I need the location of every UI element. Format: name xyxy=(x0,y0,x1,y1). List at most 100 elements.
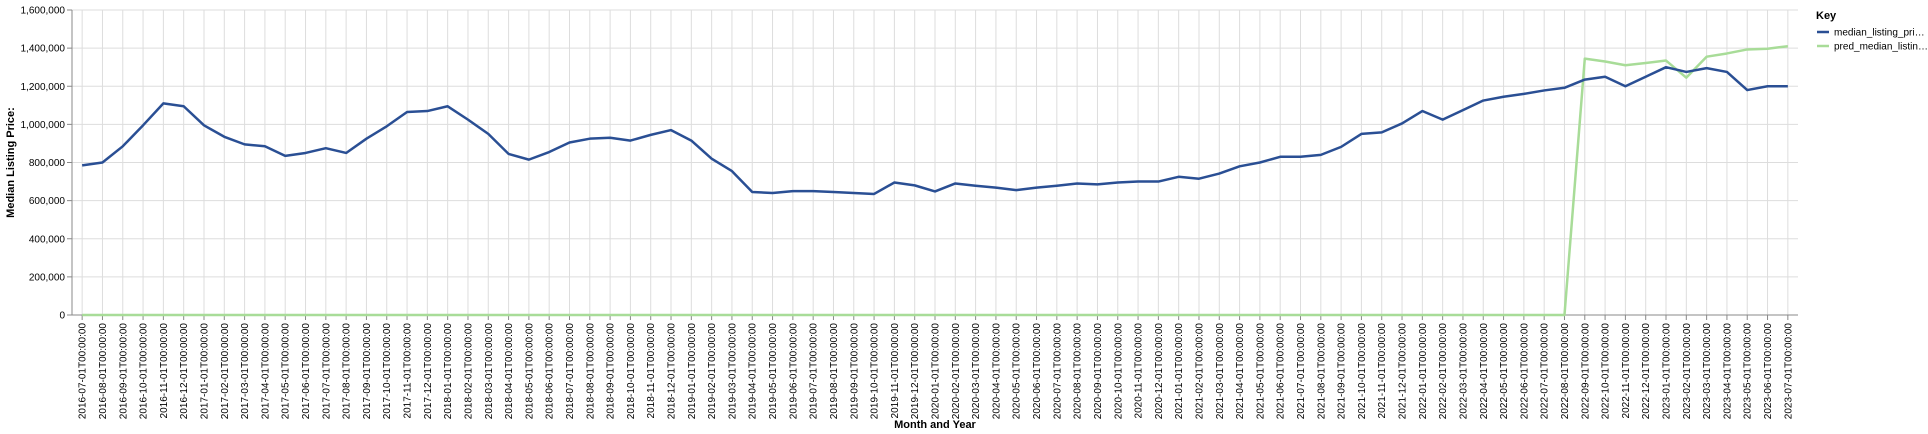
x-tick-label: 2023-02-01T00:00:00 xyxy=(1682,323,1693,420)
x-tick-label: 2017-06-01T00:00:00 xyxy=(301,323,312,420)
y-tick-label: 1,400,000 xyxy=(21,44,66,55)
x-tick-label: 2017-02-01T00:00:00 xyxy=(220,323,231,420)
x-tick-label: 2018-06-01T00:00:00 xyxy=(545,323,556,420)
series-layer xyxy=(81,44,1789,317)
x-tick-label: 2019-02-01T00:00:00 xyxy=(707,323,718,420)
x-tick-label: 2019-11-01T00:00:00 xyxy=(890,323,901,419)
x-tick-label: 2017-11-01T00:00:00 xyxy=(403,323,414,419)
x-tick-label: 2016-08-01T00:00:00 xyxy=(98,323,109,420)
x-tick-label: 2021-06-01T00:00:00 xyxy=(1276,323,1287,420)
x-tick-label: 2019-05-01T00:00:00 xyxy=(768,323,779,420)
y-tick-label: 1,000,000 xyxy=(21,120,66,131)
x-tick-label: 2020-08-01T00:00:00 xyxy=(1073,323,1084,420)
y-tick-label: 800,000 xyxy=(29,158,66,169)
y-tick-label: 0 xyxy=(59,311,65,322)
x-tick-label: 2016-10-01T00:00:00 xyxy=(139,323,150,420)
x-tick-label: 2019-03-01T00:00:00 xyxy=(727,323,738,420)
x-tick-label: 2022-06-01T00:00:00 xyxy=(1519,323,1530,420)
series-line-1 xyxy=(82,44,1789,317)
x-tick-label: 2021-04-01T00:00:00 xyxy=(1235,323,1246,420)
x-tick-label: 2017-01-01T00:00:00 xyxy=(199,323,210,420)
x-tick-label: 2018-07-01T00:00:00 xyxy=(565,323,576,420)
x-tick-label: 2023-07-01T00:00:00 xyxy=(1783,323,1794,420)
y-tick-label: 400,000 xyxy=(29,234,66,245)
legend-label-1: pred_median_listin… xyxy=(1834,42,1928,53)
x-tick-label: 2022-02-01T00:00:00 xyxy=(1438,323,1449,420)
x-tick-label: 2020-04-01T00:00:00 xyxy=(991,323,1002,420)
x-tick-label: 2022-04-01T00:00:00 xyxy=(1479,323,1490,420)
x-tick-label: 2017-04-01T00:00:00 xyxy=(260,323,271,420)
y-tick-label: 200,000 xyxy=(29,272,66,283)
x-tick-label: 2019-09-01T00:00:00 xyxy=(849,323,860,420)
grid-lines xyxy=(72,9,1798,316)
x-tick-label: 2017-08-01T00:00:00 xyxy=(342,323,353,420)
x-tick-label: 2023-06-01T00:00:00 xyxy=(1763,323,1774,420)
x-tick-label: 2020-01-01T00:00:00 xyxy=(931,323,942,420)
x-tick-label: 2018-11-01T00:00:00 xyxy=(646,323,657,419)
x-tick-label: 2019-06-01T00:00:00 xyxy=(788,323,799,420)
series-line-0 xyxy=(81,65,1788,196)
x-axis: 2016-07-01T00:00:00 2016-08-01T00:00:00 20… xyxy=(72,314,1798,420)
x-tick-label: 2021-09-01T00:00:00 xyxy=(1337,323,1348,420)
x-tick-label: 2021-12-01T00:00:00 xyxy=(1398,323,1409,420)
x-tick-label: 2017-09-01T00:00:00 xyxy=(362,323,373,420)
x-tick-label: 2020-02-01T00:00:00 xyxy=(951,323,962,420)
x-tick-label: 2017-05-01T00:00:00 xyxy=(281,323,292,420)
x-tick-label: 2019-12-01T00:00:00 xyxy=(910,323,921,420)
x-tick-label: 2019-07-01T00:00:00 xyxy=(809,323,820,420)
x-tick-label: 2021-03-01T00:00:00 xyxy=(1215,323,1226,420)
x-tick-label: 2023-04-01T00:00:00 xyxy=(1722,323,1733,420)
x-tick-label: 2018-01-01T00:00:00 xyxy=(443,323,454,420)
x-tick-label: 2019-08-01T00:00:00 xyxy=(829,323,840,420)
x-tick-label: 2022-05-01T00:00:00 xyxy=(1499,323,1510,420)
x-tick-label: 2019-01-01T00:00:00 xyxy=(687,323,698,420)
x-tick-label: 2016-09-01T00:00:00 xyxy=(118,323,129,420)
x-tick-label: 2019-04-01T00:00:00 xyxy=(748,323,759,420)
x-tick-label: 2021-05-01T00:00:00 xyxy=(1255,323,1266,420)
x-tick-label: 2020-03-01T00:00:00 xyxy=(971,323,982,420)
x-tick-label: 2021-08-01T00:00:00 xyxy=(1316,323,1327,420)
x-tick-label: 2022-01-01T00:00:00 xyxy=(1418,323,1429,420)
x-tick-label: 2021-11-01T00:00:00 xyxy=(1377,323,1388,419)
x-tick-label: 2021-01-01T00:00:00 xyxy=(1174,323,1185,420)
x-tick-label: 2020-10-01T00:00:00 xyxy=(1113,323,1124,420)
x-tick-label: 2023-03-01T00:00:00 xyxy=(1702,323,1713,420)
x-tick-label: 2020-06-01T00:00:00 xyxy=(1032,323,1043,420)
x-tick-label: 2021-10-01T00:00:00 xyxy=(1357,323,1368,420)
legend: Key median_listing_pri… pred_median_listi… xyxy=(1816,10,1928,53)
x-tick-label: 2016-11-01T00:00:00 xyxy=(159,323,170,419)
x-tick-label: 2017-07-01T00:00:00 xyxy=(321,323,332,420)
x-tick-label: 2022-12-01T00:00:00 xyxy=(1641,323,1652,420)
x-tick-label: 2017-10-01T00:00:00 xyxy=(382,323,393,420)
x-tick-label: 2023-01-01T00:00:00 xyxy=(1662,323,1673,420)
y-axis: 0 200,000 400,000 600,000 800,000 1,000,000 1,… xyxy=(21,6,73,322)
y-tick-label: 1,200,000 xyxy=(21,82,66,93)
x-tick-label: 2019-10-01T00:00:00 xyxy=(870,323,881,420)
x-tick-label: 2018-09-01T00:00:00 xyxy=(606,323,617,420)
x-tick-label: 2020-11-01T00:00:00 xyxy=(1134,323,1145,419)
x-tick-label: 2022-10-01T00:00:00 xyxy=(1601,323,1612,420)
x-tick-label: 2018-02-01T00:00:00 xyxy=(463,323,474,420)
x-tick-label: 2020-07-01T00:00:00 xyxy=(1052,323,1063,420)
x-tick-label: 2018-04-01T00:00:00 xyxy=(504,323,515,420)
x-tick-label: 2021-02-01T00:00:00 xyxy=(1194,323,1205,420)
x-tick-label: 2022-07-01T00:00:00 xyxy=(1540,323,1551,420)
x-tick-label: 2018-03-01T00:00:00 xyxy=(484,323,495,420)
x-tick-label: 2022-11-01T00:00:00 xyxy=(1621,323,1632,419)
x-tick-label: 2018-05-01T00:00:00 xyxy=(524,323,535,420)
x-axis-title: Month and Year xyxy=(894,419,976,431)
x-tick-label: 2018-08-01T00:00:00 xyxy=(585,323,596,420)
x-tick-label: 2020-09-01T00:00:00 xyxy=(1093,323,1104,420)
x-tick-label: 2022-08-01T00:00:00 xyxy=(1560,323,1571,420)
x-tick-label: 2016-12-01T00:00:00 xyxy=(179,323,190,420)
y-tick-label: 1,600,000 xyxy=(21,6,66,17)
x-tick-label: 2016-07-01T00:00:00 xyxy=(78,323,89,420)
x-tick-label: 2018-12-01T00:00:00 xyxy=(667,323,678,420)
x-tick-label: 2021-07-01T00:00:00 xyxy=(1296,323,1307,420)
x-tick-label: 2017-12-01T00:00:00 xyxy=(423,323,434,420)
y-tick-label: 600,000 xyxy=(29,196,66,207)
x-tick-label: 2020-12-01T00:00:00 xyxy=(1154,323,1165,420)
legend-title: Key xyxy=(1816,10,1837,22)
x-tick-label: 2023-05-01T00:00:00 xyxy=(1743,323,1754,420)
